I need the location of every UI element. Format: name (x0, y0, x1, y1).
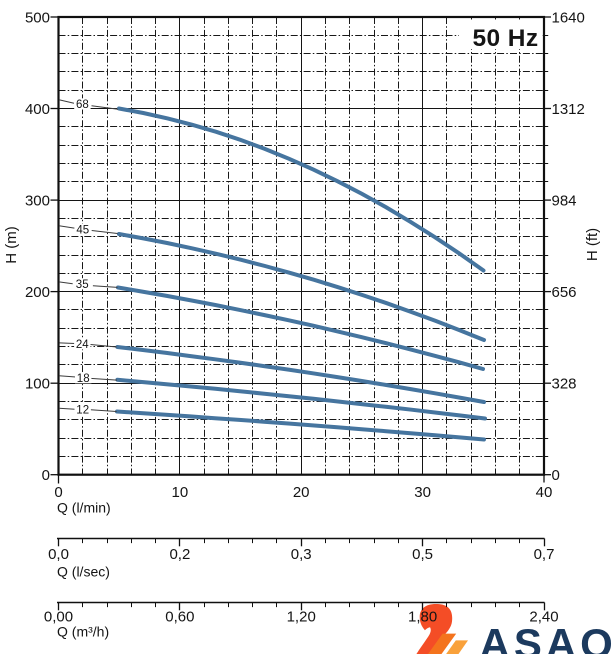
svg-text:0,7: 0,7 (534, 546, 555, 563)
svg-text:1,80: 1,80 (408, 608, 437, 625)
svg-text:1,20: 1,20 (287, 608, 316, 625)
svg-text:50 Hz: 50 Hz (472, 25, 538, 52)
svg-text:H (m): H (m) (3, 226, 20, 264)
svg-text:30: 30 (414, 484, 431, 501)
svg-text:656: 656 (552, 284, 577, 301)
svg-text:300: 300 (25, 192, 50, 209)
svg-text:500: 500 (25, 9, 50, 26)
svg-text:0,60: 0,60 (165, 608, 194, 625)
svg-text:0: 0 (42, 467, 50, 484)
svg-text:20: 20 (293, 484, 310, 501)
svg-text:400: 400 (25, 101, 50, 118)
svg-text:0,5: 0,5 (412, 546, 433, 563)
svg-text:68: 68 (76, 99, 89, 111)
svg-text:328: 328 (552, 376, 577, 393)
svg-text:0: 0 (552, 467, 560, 484)
svg-text:45: 45 (76, 224, 89, 236)
svg-text:984: 984 (552, 192, 577, 209)
svg-text:100: 100 (25, 376, 50, 393)
svg-text:200: 200 (25, 284, 50, 301)
svg-text:18: 18 (77, 373, 90, 385)
svg-text:2,40: 2,40 (529, 608, 558, 625)
svg-text:Q (m³/h): Q (m³/h) (57, 624, 109, 640)
svg-text:12: 12 (76, 405, 89, 417)
svg-text:0: 0 (54, 484, 62, 501)
svg-text:H (ft): H (ft) (584, 228, 601, 261)
svg-text:40: 40 (536, 484, 553, 501)
svg-text:10: 10 (172, 484, 189, 501)
svg-text:0,0: 0,0 (48, 546, 69, 563)
svg-text:1640: 1640 (552, 9, 585, 26)
svg-text:ASAO: ASAO (480, 620, 613, 654)
svg-text:1312: 1312 (552, 101, 585, 118)
svg-text:0,3: 0,3 (291, 546, 312, 563)
svg-text:24: 24 (76, 339, 89, 351)
svg-text:35: 35 (76, 279, 89, 291)
svg-text:0,00: 0,00 (44, 608, 73, 625)
svg-text:Q (l/min): Q (l/min) (57, 500, 111, 516)
svg-text:Q (l/sec): Q (l/sec) (57, 564, 110, 580)
svg-text:0,2: 0,2 (169, 546, 190, 563)
